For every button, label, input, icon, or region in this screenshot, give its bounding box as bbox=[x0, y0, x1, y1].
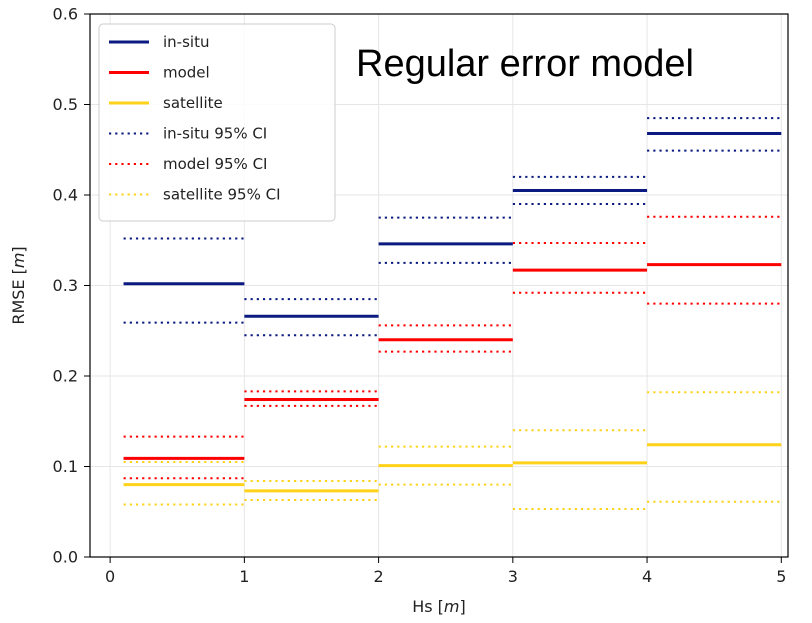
legend-box bbox=[98, 23, 336, 222]
legend-label: in-situ 95% CI bbox=[163, 125, 267, 143]
legend-label: satellite bbox=[163, 94, 223, 112]
y-tick-label: 0.4 bbox=[53, 186, 78, 205]
y-axis-label: RMSE [m] bbox=[9, 246, 28, 324]
x-tick-label: 2 bbox=[374, 567, 384, 586]
x-tick-label: 5 bbox=[776, 567, 786, 586]
chart-annotation: Regular error model bbox=[356, 43, 694, 85]
legend-label: satellite 95% CI bbox=[163, 186, 281, 204]
x-axis-label: Hs [m] bbox=[412, 597, 466, 616]
x-tick-label: 4 bbox=[642, 567, 652, 586]
x-tick-label: 3 bbox=[508, 567, 518, 586]
y-tick-label: 0.0 bbox=[53, 548, 78, 567]
x-tick-label: 0 bbox=[105, 567, 115, 586]
x-tick-label: 1 bbox=[239, 567, 249, 586]
legend-label: model 95% CI bbox=[163, 155, 267, 173]
legend: in-situ model satellite in-situ 95% CI model… bbox=[98, 23, 336, 222]
y-tick-label: 0.6 bbox=[53, 5, 78, 24]
legend-label: model bbox=[163, 64, 210, 82]
y-tick-label: 0.3 bbox=[53, 276, 78, 295]
y-tick-label: 0.1 bbox=[53, 457, 78, 476]
legend-label: in-situ bbox=[163, 33, 209, 51]
axis-ticks: 0 1 2 3 4 5 0.0 0.1 0.2 0.3 0.4 0.5 0.6 bbox=[53, 5, 787, 587]
data-marks bbox=[123, 117, 782, 511]
y-tick-label: 0.2 bbox=[53, 367, 78, 386]
y-tick-label: 0.5 bbox=[53, 95, 78, 114]
